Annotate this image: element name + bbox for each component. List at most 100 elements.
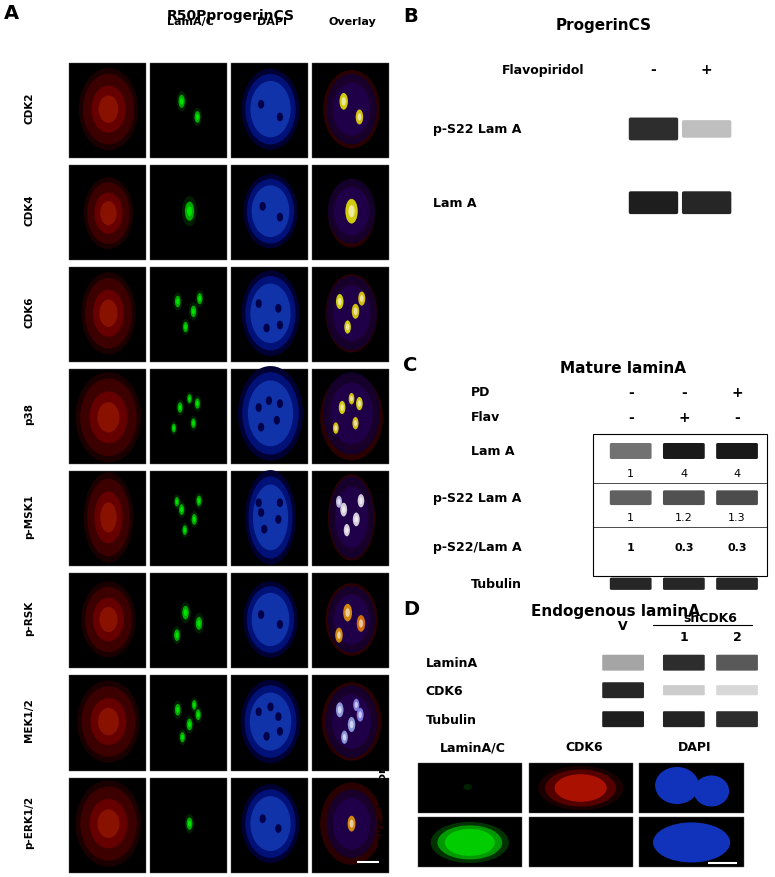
Bar: [231, 472, 308, 567]
Ellipse shape: [238, 367, 303, 461]
Ellipse shape: [181, 602, 191, 624]
Text: 0.3: 0.3: [674, 542, 694, 553]
Ellipse shape: [174, 630, 180, 641]
FancyBboxPatch shape: [716, 578, 758, 590]
FancyBboxPatch shape: [629, 118, 678, 141]
Ellipse shape: [186, 392, 193, 406]
Ellipse shape: [242, 69, 299, 151]
Text: 1: 1: [680, 631, 688, 644]
Ellipse shape: [183, 323, 188, 332]
Text: R50PprogerinCS: R50PprogerinCS: [167, 9, 295, 23]
Text: Lam A: Lam A: [433, 197, 477, 210]
Ellipse shape: [187, 719, 192, 731]
Text: CDK6: CDK6: [565, 740, 603, 753]
Ellipse shape: [93, 598, 124, 641]
Ellipse shape: [256, 499, 262, 508]
Ellipse shape: [353, 308, 357, 316]
Text: Vector: Vector: [378, 766, 388, 806]
Ellipse shape: [195, 112, 200, 124]
Bar: [312, 574, 389, 668]
Ellipse shape: [194, 614, 204, 634]
Bar: [150, 64, 227, 159]
FancyBboxPatch shape: [602, 655, 644, 671]
FancyBboxPatch shape: [602, 682, 644, 698]
Ellipse shape: [326, 275, 377, 353]
Ellipse shape: [334, 425, 337, 431]
Bar: [639, 763, 744, 813]
Ellipse shape: [191, 697, 198, 713]
Text: p-S22/Lam A: p-S22/Lam A: [433, 541, 522, 553]
Ellipse shape: [694, 775, 729, 807]
Bar: [312, 778, 389, 873]
Ellipse shape: [194, 396, 202, 412]
Text: ProgerinCS: ProgerinCS: [556, 18, 652, 32]
Ellipse shape: [349, 394, 354, 405]
Bar: [312, 267, 389, 363]
Ellipse shape: [277, 499, 283, 508]
Ellipse shape: [332, 187, 370, 241]
Ellipse shape: [266, 396, 272, 405]
Ellipse shape: [88, 479, 129, 557]
Ellipse shape: [75, 373, 142, 463]
Ellipse shape: [185, 203, 194, 222]
Text: -: -: [650, 63, 656, 77]
Ellipse shape: [353, 417, 359, 430]
Text: MEK1/2: MEK1/2: [24, 698, 34, 742]
Bar: [69, 64, 146, 159]
Ellipse shape: [196, 115, 199, 121]
Ellipse shape: [275, 304, 281, 313]
Text: 1: 1: [627, 513, 634, 523]
Ellipse shape: [85, 588, 132, 652]
Ellipse shape: [177, 502, 186, 518]
Ellipse shape: [192, 421, 195, 426]
Bar: [312, 64, 389, 159]
FancyBboxPatch shape: [716, 491, 758, 505]
Bar: [69, 472, 146, 567]
Ellipse shape: [245, 686, 297, 758]
Ellipse shape: [360, 296, 363, 303]
Ellipse shape: [354, 421, 357, 427]
Bar: [69, 778, 146, 873]
Ellipse shape: [243, 175, 298, 249]
Ellipse shape: [332, 286, 370, 342]
Ellipse shape: [264, 732, 270, 741]
Ellipse shape: [352, 304, 360, 319]
Ellipse shape: [175, 632, 178, 638]
Bar: [312, 370, 389, 465]
Ellipse shape: [358, 495, 364, 508]
Ellipse shape: [177, 403, 183, 413]
Bar: [231, 64, 308, 159]
Ellipse shape: [98, 403, 119, 433]
Text: shCDK6: shCDK6: [378, 816, 388, 865]
Ellipse shape: [188, 397, 191, 402]
Text: Tubulin: Tubulin: [425, 713, 477, 726]
Ellipse shape: [182, 197, 197, 227]
Ellipse shape: [350, 820, 353, 828]
Ellipse shape: [176, 400, 184, 416]
Text: CDK6: CDK6: [24, 296, 34, 328]
Text: p-MSK1: p-MSK1: [24, 494, 34, 538]
Ellipse shape: [258, 424, 264, 432]
Ellipse shape: [250, 82, 291, 139]
Text: -: -: [734, 410, 740, 424]
Ellipse shape: [80, 787, 136, 860]
Ellipse shape: [322, 682, 381, 761]
Text: 4: 4: [680, 468, 687, 479]
Bar: [150, 675, 227, 771]
Text: Endogenous laminA: Endogenous laminA: [531, 603, 700, 618]
Ellipse shape: [173, 293, 182, 311]
Text: shCDK6: shCDK6: [684, 611, 737, 624]
Ellipse shape: [343, 734, 346, 741]
Text: Flavopiridol: Flavopiridol: [501, 64, 584, 76]
Ellipse shape: [332, 695, 371, 749]
Ellipse shape: [328, 690, 375, 753]
Bar: [69, 574, 146, 668]
Ellipse shape: [356, 616, 365, 632]
Text: B: B: [403, 7, 418, 26]
Ellipse shape: [260, 203, 266, 211]
Ellipse shape: [188, 821, 191, 827]
Text: p38: p38: [24, 403, 34, 424]
Ellipse shape: [176, 299, 179, 305]
Bar: [231, 166, 308, 261]
Ellipse shape: [245, 471, 296, 565]
